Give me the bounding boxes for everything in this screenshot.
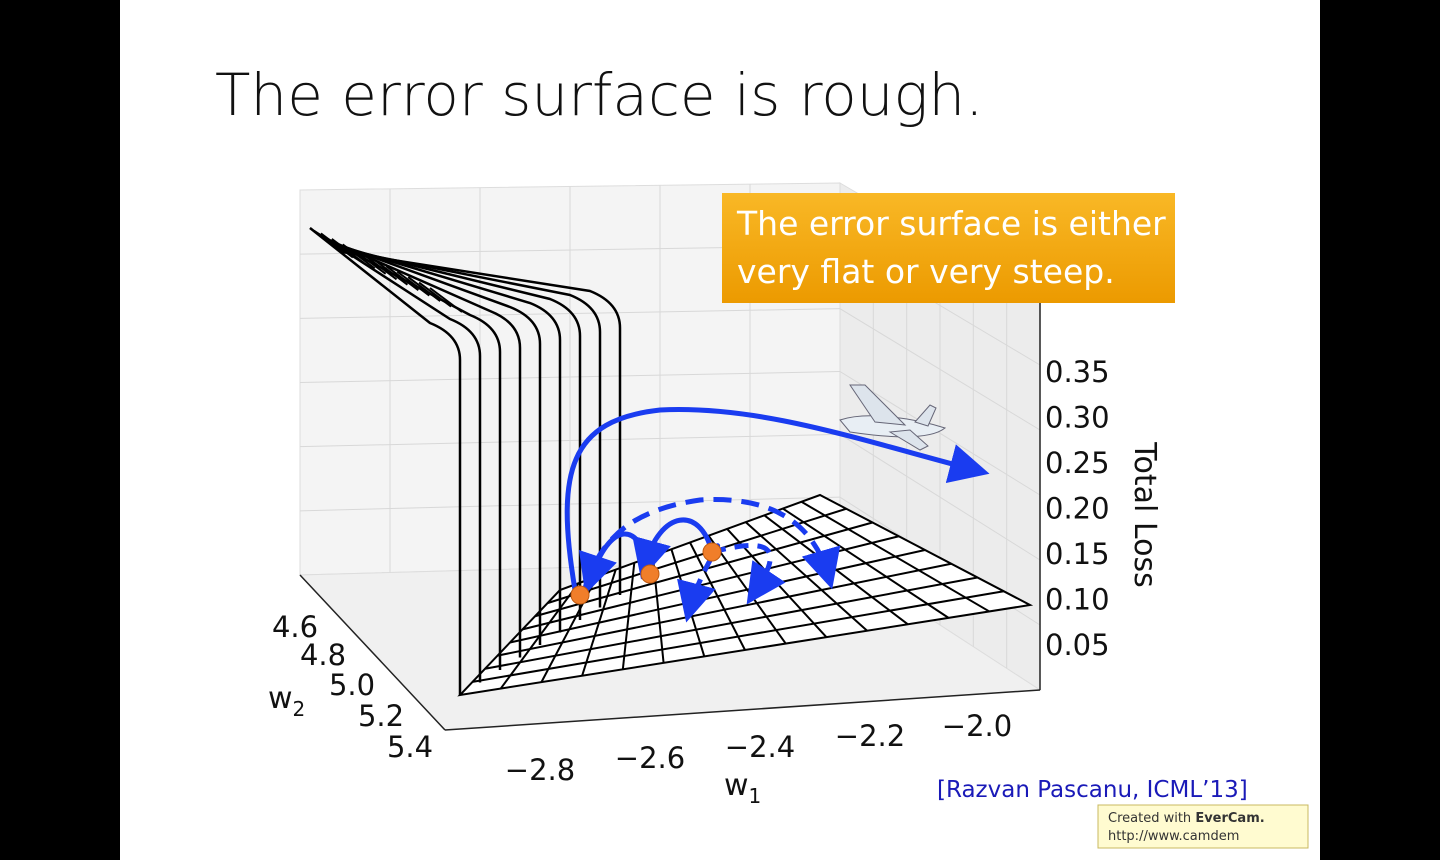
w1-axis-label-subscript: 1	[749, 784, 762, 808]
mesh-line	[374, 259, 409, 286]
surface-wall	[337, 247, 602, 608]
airplane-wing	[849, 384, 907, 426]
watermark-brand: EverCam.	[1195, 811, 1264, 826]
mesh-line	[320, 232, 354, 259]
surface-wall	[325, 238, 542, 645]
mesh-line	[509, 549, 926, 644]
w2-tick-label: 4.8	[300, 638, 346, 672]
mesh-line	[396, 270, 430, 297]
trajectory-arrow	[711, 542, 786, 605]
z-tick-label: 0.25	[1045, 446, 1110, 480]
trajectory-arrow	[564, 407, 990, 591]
mesh-line	[331, 238, 365, 264]
axis-line	[299, 574, 446, 731]
position-dot	[702, 542, 722, 562]
w2-axis-label-main: w	[268, 681, 293, 716]
watermark-box	[1097, 804, 1309, 849]
z-tick-label: 0.30	[1045, 401, 1110, 435]
watermark-url: http://www.camdem	[1108, 829, 1239, 844]
surface-wall	[317, 232, 502, 670]
w1-tick-label: −2.6	[615, 741, 685, 775]
z-tick-label: 0.20	[1045, 492, 1110, 526]
mesh-line	[309, 227, 343, 253]
w2-axis-label: w2	[268, 681, 305, 721]
callout-line: very flat or very steep.	[737, 252, 1115, 291]
airplane-wing	[888, 429, 929, 451]
mesh-line	[342, 243, 376, 270]
callout-line: The error surface is either	[736, 204, 1166, 243]
mesh-line	[418, 281, 452, 308]
z-tick-label: 0.15	[1045, 537, 1110, 571]
surface-floor	[457, 493, 1034, 697]
surface-wall	[321, 235, 522, 658]
mesh-line	[385, 265, 419, 291]
mesh-line	[497, 562, 952, 657]
axis-line	[444, 689, 1041, 731]
w2-tick-label: 5.4	[387, 730, 433, 764]
w2-tick-label: 4.6	[272, 610, 318, 644]
mesh-line	[407, 276, 441, 302]
z-tick-label: 0.05	[1045, 628, 1110, 662]
position-dot	[570, 585, 590, 605]
z-tick-label: 0.10	[1045, 583, 1110, 617]
w2-tick-label: 5.0	[329, 668, 375, 702]
mesh-line	[363, 254, 398, 281]
watermark-text: Created with EverCam.	[1108, 811, 1265, 826]
mesh-line	[472, 590, 1004, 683]
citation: [Razvan Pascanu, ICML’13]	[937, 777, 1248, 803]
z-axis-label: Total Loss	[1127, 441, 1162, 587]
w2-axis-label-subscript: 2	[293, 697, 306, 721]
mesh-line	[484, 576, 978, 670]
airplane-icon	[839, 384, 947, 451]
grid-line	[299, 496, 841, 512]
surface-wall	[329, 241, 562, 633]
w2-tick-label: 5.2	[358, 699, 404, 733]
w1-tick-label: −2.4	[725, 730, 795, 764]
watermark-prefix: Created with	[1108, 811, 1191, 826]
callout-box	[722, 193, 1175, 303]
mesh-line	[429, 287, 463, 313]
surface-wall	[341, 250, 622, 595]
surface-wall	[333, 244, 582, 620]
surface-wall	[313, 229, 482, 683]
w1-axis-label: w1	[724, 768, 761, 808]
w1-tick-label: −2.8	[505, 753, 575, 787]
slide-title: The error surface is rough.	[215, 61, 984, 129]
mesh-line	[353, 249, 387, 275]
z-tick-label: 0.35	[1045, 355, 1110, 389]
figure: 0.35 0.30 0.25 0.20 0.15 0.10 0.05 Total Loss 4.…	[268, 182, 1162, 808]
trajectory-arrow	[632, 517, 715, 580]
airplane-tail	[914, 404, 937, 427]
w1-axis-label-main: w	[724, 768, 749, 803]
w1-tick-label: −2.0	[942, 709, 1012, 743]
position-dot	[640, 564, 660, 584]
w1-tick-label: −2.2	[835, 719, 905, 753]
surface-wall	[309, 227, 462, 695]
